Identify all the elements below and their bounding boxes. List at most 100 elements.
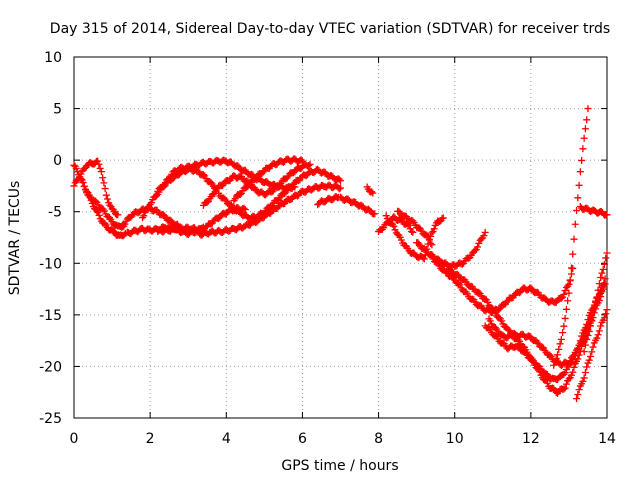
series-arc23 xyxy=(485,285,607,397)
data-point-marker xyxy=(595,327,603,335)
data-point-marker xyxy=(561,384,569,392)
data-point-marker xyxy=(212,187,220,195)
x-tick-label: 0 xyxy=(70,431,79,447)
data-point-marker xyxy=(595,280,603,288)
data-point-marker xyxy=(337,184,344,192)
data-point-marker xyxy=(253,214,261,222)
data-point-marker xyxy=(566,277,574,285)
data-point-marker xyxy=(565,375,573,383)
data-point-marker xyxy=(567,264,575,272)
data-point-marker xyxy=(567,270,575,278)
data-point-marker xyxy=(430,225,438,233)
data-point-marker xyxy=(397,236,405,244)
data-point-marker xyxy=(491,324,499,332)
data-point-marker xyxy=(114,211,122,219)
data-point-marker xyxy=(102,191,110,199)
data-point-marker xyxy=(368,188,376,196)
y-tick-label: -25 xyxy=(39,411,62,427)
data-point-marker xyxy=(594,286,602,294)
data-point-marker xyxy=(550,361,558,369)
data-point-marker xyxy=(528,355,536,363)
data-point-marker xyxy=(240,204,248,212)
data-point-marker xyxy=(207,179,215,187)
data-point-marker xyxy=(587,352,595,360)
data-point-marker xyxy=(165,174,173,182)
data-point-marker xyxy=(152,192,160,200)
data-point-marker xyxy=(95,160,103,168)
data-point-marker xyxy=(562,380,570,388)
series-arc15 xyxy=(363,183,377,197)
data-point-marker xyxy=(574,355,582,363)
data-point-marker xyxy=(583,363,591,371)
data-point-marker xyxy=(167,217,175,225)
data-point-marker xyxy=(298,157,306,165)
plot-frame xyxy=(73,56,608,419)
data-point-marker xyxy=(569,368,577,376)
data-point-marker xyxy=(533,338,541,346)
data-point-marker xyxy=(297,156,305,164)
y-tick-label: -15 xyxy=(39,308,62,324)
data-point-marker xyxy=(100,179,108,187)
data-point-marker xyxy=(140,212,148,220)
data-point-marker xyxy=(106,201,114,209)
x-tick-label: 10 xyxy=(446,431,464,447)
data-point-marker xyxy=(589,309,597,317)
data-point-marker xyxy=(599,285,607,293)
data-point-marker xyxy=(215,215,223,223)
series-arc24 xyxy=(550,105,592,369)
data-point-marker xyxy=(527,353,535,361)
data-point-marker xyxy=(94,157,102,165)
data-point-marker xyxy=(104,195,112,203)
data-point-marker xyxy=(101,185,109,193)
data-point-marker xyxy=(96,164,104,172)
data-point-marker xyxy=(92,197,100,205)
data-point-marker xyxy=(203,198,211,206)
data-point-marker xyxy=(95,211,103,219)
data-point-marker xyxy=(597,322,605,330)
data-point-marker xyxy=(141,208,149,216)
data-point-marker xyxy=(554,351,562,359)
data-point-marker xyxy=(578,332,586,340)
data-point-marker xyxy=(585,356,593,364)
data-point-marker xyxy=(564,297,572,305)
data-point-marker xyxy=(600,314,608,322)
data-point-marker xyxy=(234,162,242,170)
series-arc25 xyxy=(573,306,611,403)
data-point-marker xyxy=(236,191,244,199)
data-point-marker xyxy=(597,274,605,282)
data-point-marker xyxy=(489,305,497,313)
series-arc14 xyxy=(337,193,379,218)
data-point-marker xyxy=(600,281,608,289)
data-point-marker xyxy=(602,310,610,318)
y-tick-label: 5 xyxy=(53,102,62,118)
data-point-marker xyxy=(475,239,483,247)
data-point-marker xyxy=(99,174,107,182)
data-point-marker xyxy=(523,348,531,356)
data-series xyxy=(70,105,611,403)
data-point-marker xyxy=(199,171,207,179)
data-point-marker xyxy=(480,232,488,240)
data-point-marker xyxy=(498,317,506,325)
data-point-marker xyxy=(562,305,570,313)
series-arc11 xyxy=(199,160,314,209)
data-point-marker xyxy=(515,337,523,345)
data-point-marker xyxy=(561,314,569,322)
data-point-marker xyxy=(556,340,564,348)
data-point-marker xyxy=(565,280,573,288)
data-point-marker xyxy=(147,199,155,207)
data-point-marker xyxy=(584,105,592,113)
series-arc17 xyxy=(382,212,447,263)
series-arc13 xyxy=(314,193,343,209)
grid-lines xyxy=(74,57,607,418)
data-point-marker xyxy=(73,168,81,176)
data-point-marker xyxy=(580,134,588,142)
data-point-marker xyxy=(602,254,610,262)
data-point-marker xyxy=(546,351,554,359)
data-point-marker xyxy=(536,368,544,376)
data-point-marker xyxy=(159,211,167,219)
series-arc12 xyxy=(230,155,306,205)
x-tick-label: 2 xyxy=(146,431,155,447)
series-arc2 xyxy=(70,157,122,219)
data-point-marker xyxy=(580,348,588,356)
data-point-marker xyxy=(578,342,586,350)
